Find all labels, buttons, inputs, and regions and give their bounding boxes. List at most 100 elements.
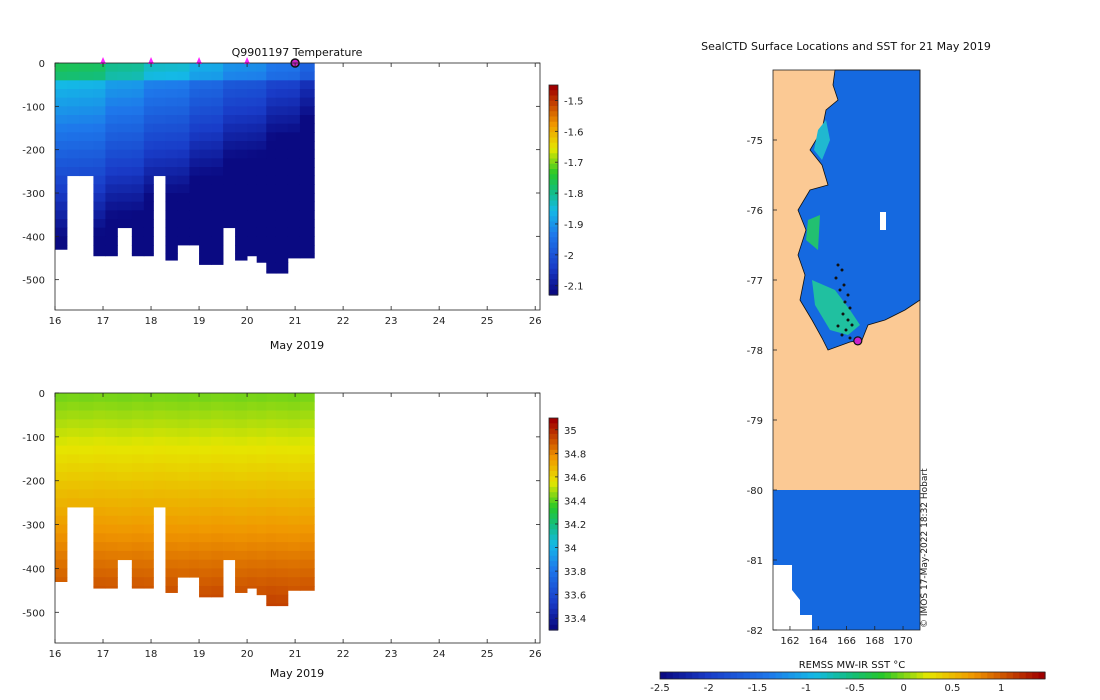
section-cell [117,410,133,420]
section-cell [247,410,258,420]
section-cell [165,507,178,517]
section-cell [117,533,133,543]
section-cell [211,262,224,265]
section-cell [211,445,224,455]
section-cell [189,210,200,220]
seal-location-point [840,333,844,337]
section-cell [153,89,166,99]
colorbar-segment [549,90,558,97]
section-cell [105,533,118,543]
section-cell [105,507,118,517]
temperature-title: Q9901197 Temperature [232,46,363,59]
section-cell [266,454,277,464]
section-cell [177,141,190,151]
section-cell [105,480,118,490]
section-cell [55,463,68,473]
section-cell [105,149,118,159]
colorbar-segment [549,481,558,488]
section-cell [299,410,315,420]
colorbar-segment [549,486,558,493]
section-cell [199,489,212,499]
section-cell [55,219,68,229]
section-cell [256,123,267,133]
section-cell [105,428,118,438]
x-tick-label: 21 [289,649,302,660]
section-cell [266,507,277,517]
section-cell [93,227,106,237]
section-cell [235,167,248,177]
colorbar-segment [549,555,558,562]
colorbar-tick-label: -1.7 [564,158,584,169]
section-cell [143,542,154,552]
x-tick-label: 16 [49,316,62,327]
section-cell [189,115,200,125]
section-cell [275,80,289,90]
section-cell [223,158,236,168]
section-cell [189,201,200,211]
section-cell [131,498,145,508]
section-cell [143,245,154,255]
section-cell [165,393,178,403]
section-cell [256,253,267,263]
colorbar-segment [549,460,558,467]
section-cell [256,80,267,90]
section-cell [177,167,190,177]
section-cell [299,219,315,229]
section-cell [235,210,248,220]
colorbar-segment [549,598,558,605]
section-cell [299,236,315,246]
section-cell [153,463,166,473]
section-cell [67,393,80,403]
section-cell [287,175,301,185]
colorbar-segment [549,592,558,599]
section-cell [199,454,212,464]
x-tick-label: 22 [337,316,350,327]
section-cell [189,175,200,185]
section-cell [247,463,258,473]
missing-data-patch [773,565,812,630]
section-cell [266,542,277,552]
section-cell [211,245,224,255]
section-cell [287,158,301,168]
section-cell [79,89,94,99]
section-cell [67,463,80,473]
section-cell [131,245,145,255]
section-cell [177,463,190,473]
section-cell [117,393,133,403]
section-cell [153,141,166,151]
section-cell [299,559,315,569]
section-cell [143,167,154,177]
section-cell [143,471,154,482]
colorbar-segment [549,205,558,212]
section-cell [189,149,200,159]
section-cell [247,471,258,482]
section-cell [131,445,145,455]
section-cell [235,63,248,73]
section-cell [299,585,315,591]
seal-location-point [843,300,847,304]
colorbar-segment [549,449,558,456]
section-cell [143,559,154,569]
section-cell [235,507,248,517]
section-cell [189,507,200,517]
section-cell [131,550,145,561]
section-cell [177,115,190,125]
section-cell [266,106,277,116]
section-cell [299,80,315,90]
section-cell [275,106,289,116]
section-cell [223,550,236,561]
section-cell [275,577,289,587]
map-x-tick-label: 164 [809,636,828,647]
map-colorbar-segment [980,672,988,679]
section-cell [105,524,118,534]
colorbar-segment [549,423,558,430]
temperature-x-label: May 2019 [270,339,324,352]
section-cell [117,498,133,508]
section-cell [223,71,236,81]
section-cell [247,106,258,116]
section-cell [287,236,301,246]
section-cell [256,515,267,525]
section-cell [275,542,289,552]
section-cell [131,568,145,578]
section-cell [177,210,190,220]
